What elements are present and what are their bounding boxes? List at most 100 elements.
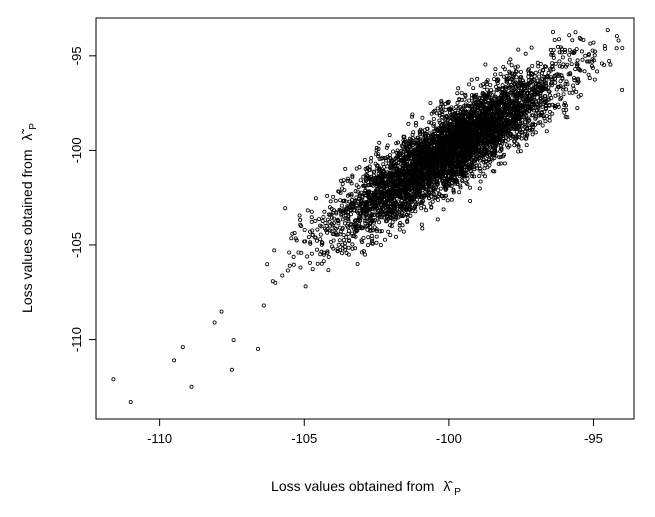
data-point — [526, 102, 531, 107]
data-point — [472, 104, 477, 109]
data-point — [479, 102, 484, 107]
data-point — [438, 104, 443, 109]
data-point — [572, 76, 577, 81]
data-point — [414, 190, 419, 195]
data-point — [361, 208, 366, 213]
data-point — [339, 211, 344, 216]
data-point — [366, 207, 371, 212]
data-point — [379, 199, 384, 204]
data-point — [461, 124, 466, 129]
data-point — [490, 169, 495, 174]
data-point — [344, 235, 349, 240]
data-point — [436, 188, 441, 193]
data-point — [410, 166, 415, 171]
data-point — [487, 156, 492, 161]
data-point — [370, 241, 375, 246]
data-point — [485, 138, 490, 143]
data-point — [475, 155, 480, 160]
data-point — [551, 29, 556, 34]
data-point — [435, 217, 440, 222]
data-point — [229, 367, 234, 372]
data-point — [533, 70, 538, 75]
data-point — [348, 179, 353, 184]
data-point — [462, 97, 467, 102]
data-point — [514, 69, 519, 74]
data-point — [547, 89, 552, 94]
data-point — [543, 75, 548, 80]
data-point — [403, 138, 408, 143]
data-point — [605, 28, 610, 33]
data-point — [429, 204, 434, 209]
data-point — [352, 200, 357, 205]
data-point — [530, 132, 535, 137]
data-point — [336, 219, 341, 224]
data-point — [503, 90, 508, 95]
data-point — [320, 218, 325, 223]
data-point — [346, 228, 351, 233]
data-point — [400, 179, 405, 184]
data-point — [313, 218, 318, 223]
data-point — [458, 149, 463, 154]
data-point — [381, 207, 386, 212]
data-point — [390, 187, 395, 192]
data-point — [404, 162, 409, 167]
data-point — [514, 129, 519, 134]
data-point — [388, 156, 393, 161]
data-point — [416, 202, 421, 207]
data-point — [287, 263, 292, 268]
data-point — [480, 90, 485, 95]
data-point — [509, 83, 514, 88]
data-point — [369, 233, 374, 238]
data-point — [313, 196, 318, 201]
data-point — [370, 212, 375, 217]
data-point — [345, 225, 350, 230]
data-point — [479, 126, 484, 131]
data-point — [403, 194, 408, 199]
data-point — [372, 225, 377, 230]
data-point — [404, 144, 409, 149]
data-point — [457, 163, 462, 168]
data-point — [412, 204, 417, 209]
data-point — [219, 309, 224, 314]
data-point — [332, 226, 337, 231]
data-point — [568, 72, 573, 77]
data-point — [510, 77, 515, 82]
data-point — [377, 229, 382, 234]
data-point — [495, 77, 500, 82]
data-point — [567, 57, 572, 62]
data-point — [443, 118, 448, 123]
data-point — [350, 197, 355, 202]
data-point — [406, 188, 411, 193]
data-point — [321, 252, 326, 257]
data-point — [524, 109, 529, 114]
data-point — [508, 111, 513, 116]
data-point — [425, 141, 430, 146]
data-point — [536, 82, 541, 87]
data-point — [581, 38, 586, 43]
data-point — [389, 224, 394, 229]
data-point — [432, 195, 437, 200]
data-point — [431, 156, 436, 161]
data-point — [398, 220, 403, 225]
data-point — [350, 242, 355, 247]
data-point — [437, 113, 442, 118]
data-point — [587, 59, 592, 64]
data-point — [575, 58, 580, 63]
data-point — [562, 110, 567, 115]
data-point — [512, 107, 517, 112]
data-point — [484, 94, 489, 99]
data-point — [548, 67, 553, 72]
data-point — [292, 230, 297, 235]
data-point — [451, 144, 456, 149]
data-point — [422, 149, 427, 154]
data-point — [402, 149, 407, 154]
data-point — [444, 179, 449, 184]
data-point — [360, 195, 365, 200]
data-point — [521, 84, 526, 89]
data-point — [577, 36, 582, 41]
data-point — [430, 149, 435, 154]
data-point — [339, 213, 344, 218]
data-point — [383, 219, 388, 224]
data-point — [426, 192, 431, 197]
data-point — [401, 157, 406, 162]
